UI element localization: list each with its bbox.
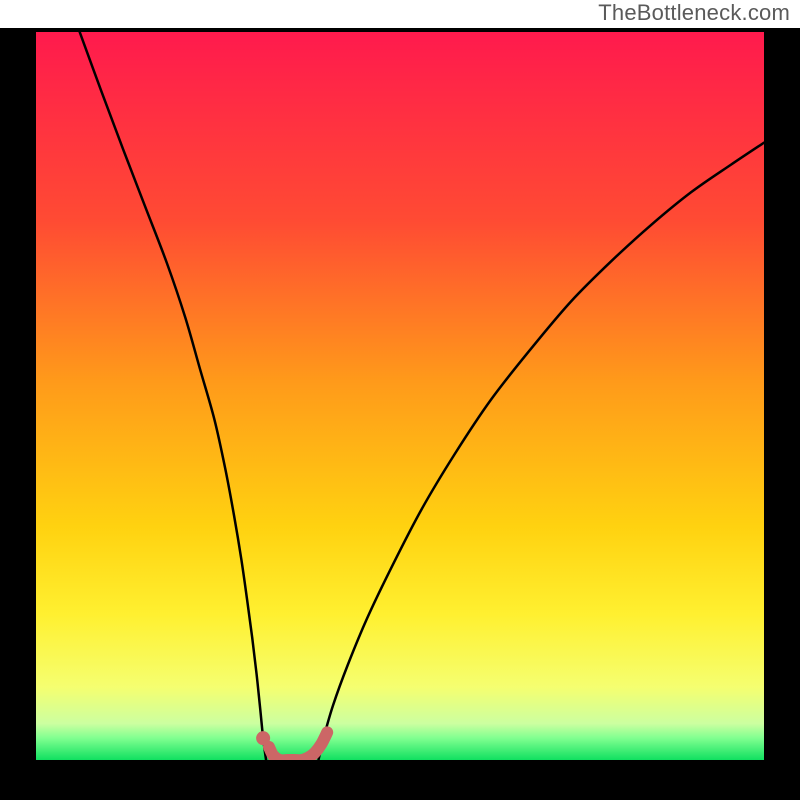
curve-left_branch (80, 32, 266, 760)
valley-floor-overlay (269, 732, 327, 760)
chart-frame (0, 28, 800, 800)
plot-gradient-area (36, 32, 764, 760)
curve-right_branch (318, 143, 764, 760)
chart-root: TheBottleneck.com (0, 0, 800, 800)
watermark-text: TheBottleneck.com (598, 0, 790, 26)
curves-svg (36, 32, 764, 760)
